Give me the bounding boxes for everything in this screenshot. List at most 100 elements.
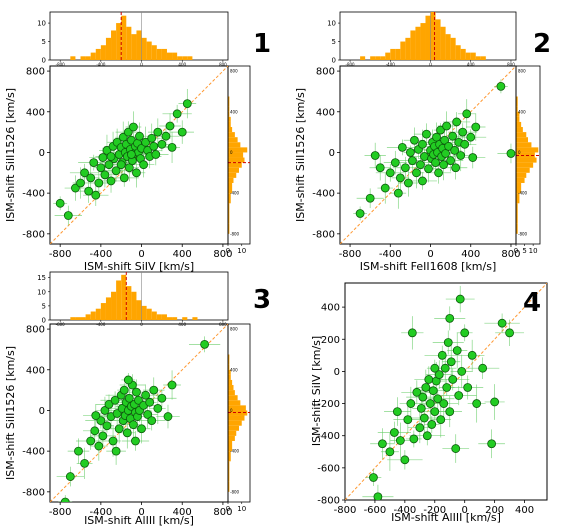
data-point [418,139,427,149]
data-point [90,426,100,436]
data-point [445,313,455,323]
data-point [172,109,182,119]
right-hist-y-label: -800 [230,231,240,236]
panel-2-top-hist-axes: 0 5 10 -800 -400 0 400 800 [327,20,515,67]
data-point [100,170,110,180]
data-point [395,173,405,183]
data-point [89,158,99,168]
right-hist-bar [228,430,237,436]
right-hist-y-label: -800 [230,489,240,494]
right-hist-y-label: 800 [230,327,238,332]
top-hist-y-label: 0 [42,57,46,65]
data-point [141,137,151,147]
top-hist-y-label: 0 [332,57,336,65]
top-hist-bar [177,56,183,60]
right-hist-bar [228,132,235,138]
right-hist-bar [516,213,518,224]
y-tick-label: -400 [22,447,45,458]
data-point [392,407,402,416]
right-hist-bar [516,182,522,194]
panel-4-x-ticks: -800 -600 -400 -200 0 200 400 [334,500,534,516]
data-point [106,152,116,161]
top-hist-bar [445,34,451,60]
top-hist-bar [85,56,91,60]
top-hist-bar [95,308,101,320]
top-hist-bar [136,30,142,60]
data-point [440,135,449,145]
top-hist-bar [166,317,173,320]
top-hist-bar [90,52,96,60]
data-point [454,391,464,400]
top-hist-bar [136,300,142,320]
data-point [440,363,450,373]
top-hist-bar [146,308,152,320]
data-point [96,163,106,173]
panel-1-number: 1 [253,29,271,59]
panel-4-y-ticks: -800 -600 -400 -200 0 200 400 [317,303,345,507]
right-hist-bar [228,137,238,143]
right-hist-bar [516,152,535,158]
data-point [410,135,419,145]
right-hist-bar [228,152,244,158]
right-hist-y-label: -400 [518,191,528,196]
data-point [478,363,488,373]
data-point [460,328,470,338]
data-point [60,497,70,502]
top-hist-bar [161,48,167,60]
data-point [84,186,94,196]
data-point [110,395,120,405]
data-point [436,415,446,425]
right-hist-bar [228,111,230,117]
top-hist-bar [370,56,376,60]
data-point [365,193,375,203]
panel-2-y-ticks: -800 -400 0 400 800 [312,67,340,240]
top-hist-bar [111,30,117,60]
right-hist-bar [228,405,246,411]
data-point [466,132,476,142]
data-point [497,318,507,328]
top-hist-bar [475,56,481,60]
data-point [369,473,378,482]
data-point [444,141,454,151]
data-point [80,168,89,178]
x-tick-label: 400 [173,249,192,260]
top-hist-y-label: 0 [42,317,46,325]
data-point [412,168,421,178]
x-tick-label: -400 [379,249,402,260]
data-point [76,178,85,188]
right-hist-bar [228,471,230,482]
y-tick-label: 0 [39,406,45,417]
x-tick-label: 0 [462,505,468,516]
right-hist-x-label: 5 [522,247,526,255]
data-point [141,390,151,400]
right-hist-y-label: -400 [230,191,240,196]
top-hist-y-label: 5 [42,38,46,46]
right-hist-bar [516,177,525,183]
top-hist-bar [75,317,81,320]
panel-4-plot-frame [344,282,548,501]
right-hist-bar [228,157,245,163]
top-hist-bar [410,30,416,60]
top-hist-x-label: 800 [219,62,227,67]
right-hist-x-label: 0 [514,247,518,255]
right-hist-bar [516,147,539,153]
right-hist-bar [228,203,230,214]
data-point [385,168,395,178]
right-hist-y-label: -800 [518,231,528,236]
data-point [98,431,108,441]
data-point [116,160,126,170]
panel-3-plot-frame [49,323,229,503]
right-hist-bar [228,481,230,492]
y-tick-label: -600 [317,463,340,474]
data-point [91,411,101,420]
right-hist-bar [516,96,518,107]
panel-1-right-hist-bars [228,96,250,234]
data-point [149,385,159,395]
panel-2-points [355,81,516,218]
data-point [102,146,112,155]
right-hist-bar [516,172,527,178]
y-tick-label: 400 [316,107,335,118]
right-hist-bar [516,203,518,214]
top-hist-bar [80,317,86,320]
